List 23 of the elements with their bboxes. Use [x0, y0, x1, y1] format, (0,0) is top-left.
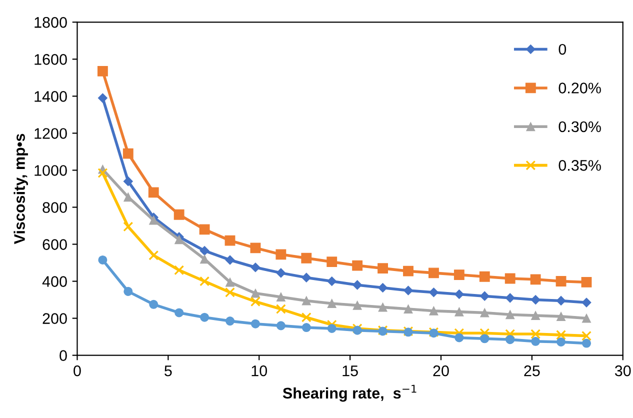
y-tick-label: 1000 [34, 165, 67, 176]
x-axis-title: Shearing rate, s$^{−1}$ [282, 384, 416, 402]
x-tick-label: 5 [164, 366, 172, 376]
x-tick-label: 25 [524, 365, 540, 376]
x-tick-label: 15 [342, 366, 358, 376]
y-tick-label: 600 [42, 239, 67, 250]
y-tick-label: 1800 [34, 17, 67, 28]
x-tick-label: 30 [614, 365, 631, 376]
legend-label: 0 [558, 44, 566, 55]
y-tick-label: 400 [42, 276, 67, 287]
legend-label: 0.35% [558, 160, 601, 171]
legend-label: 0.30% [558, 121, 601, 132]
y-tick-label: 1600 [34, 54, 67, 65]
y-tick-label: 1400 [34, 91, 67, 102]
x-tick-label: 20 [433, 365, 449, 376]
y-tick-label: 800 [42, 202, 67, 213]
y-tick-label: 1200 [34, 128, 67, 139]
x-tick-label: 10 [252, 365, 268, 376]
y-axis-title: Viscosity, mp•s [14, 134, 28, 244]
y-tick-label: 0 [60, 350, 67, 361]
y-tick-label: 200 [42, 313, 67, 324]
legend-label: 0.20% [558, 82, 601, 94]
x-tick-label: 0 [74, 365, 81, 376]
